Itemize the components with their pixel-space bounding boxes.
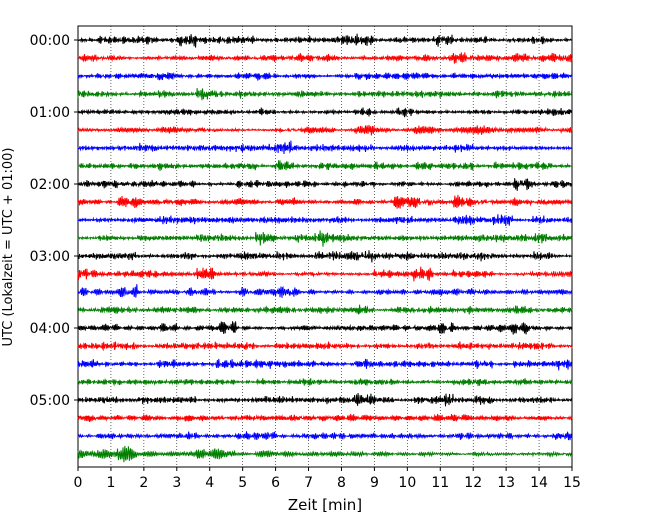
seismogram-trace bbox=[77, 52, 573, 64]
x-tick-label: 15 bbox=[563, 475, 581, 491]
seismogram-trace bbox=[77, 377, 573, 387]
y-tick-label: 02:00 bbox=[30, 177, 70, 193]
seismogram-traces bbox=[77, 33, 573, 463]
x-tick-label: 8 bbox=[337, 475, 346, 491]
seismogram-trace bbox=[77, 88, 573, 101]
seismogram-trace bbox=[77, 33, 573, 48]
x-tick-label: 12 bbox=[464, 475, 482, 491]
seismogram-trace bbox=[77, 413, 573, 423]
plot-frame bbox=[77, 25, 573, 468]
x-tick-label: 5 bbox=[238, 475, 247, 491]
x-tick-label: 7 bbox=[304, 475, 313, 491]
seismogram-trace bbox=[77, 392, 573, 407]
y-tick-label: 04:00 bbox=[30, 321, 70, 337]
y-tick-label: 03:00 bbox=[30, 249, 70, 265]
seismogram-trace bbox=[77, 140, 573, 155]
x-axis-ticks: 0 1 2 3 4 5 6 7 8 9 10 11 12 13 14 15 bbox=[74, 467, 581, 491]
seismogram-trace bbox=[77, 284, 573, 298]
seismogram-trace bbox=[77, 304, 573, 315]
y-tick-label: 01:00 bbox=[30, 105, 70, 121]
seismogram-trace bbox=[77, 178, 573, 191]
seismogram-trace bbox=[77, 107, 573, 118]
x-tick-label: 6 bbox=[271, 475, 280, 491]
y-axis-ticks: 00:00 01:00 02:00 03:00 04:00 05:00 bbox=[30, 33, 78, 409]
x-tick-label: 13 bbox=[497, 475, 515, 491]
seismogram-trace bbox=[77, 266, 573, 282]
x-tick-label: 9 bbox=[370, 475, 379, 491]
seismogram-trace bbox=[77, 214, 573, 227]
x-tick-label: 3 bbox=[172, 475, 181, 491]
x-tick-label: 1 bbox=[106, 475, 115, 491]
x-tick-label: 14 bbox=[530, 475, 548, 491]
seismogram-trace bbox=[77, 358, 573, 371]
y-tick-label: 05:00 bbox=[30, 393, 70, 409]
x-tick-label: 11 bbox=[431, 475, 449, 491]
x-tick-label: 0 bbox=[74, 475, 83, 491]
seismogram-trace bbox=[77, 445, 573, 463]
seismogram-trace bbox=[77, 124, 573, 136]
seismogram-trace bbox=[77, 160, 573, 172]
x-tick-label: 4 bbox=[205, 475, 214, 491]
y-tick-label: 00:00 bbox=[30, 33, 70, 49]
x-tick-label: 10 bbox=[398, 475, 416, 491]
seismogram-trace bbox=[77, 230, 573, 247]
seismogram-trace bbox=[77, 431, 573, 441]
seismogram-trace bbox=[77, 321, 573, 335]
seismogram-trace bbox=[77, 341, 573, 352]
x-axis-label: Zeit [min] bbox=[288, 496, 362, 514]
seismogram-trace bbox=[77, 194, 572, 209]
x-tick-label: 2 bbox=[139, 475, 148, 491]
y-axis-label: UTC (Lokalzeit = UTC + 01:00) bbox=[1, 148, 16, 347]
seismogram-trace bbox=[77, 71, 573, 81]
seismogram-trace bbox=[77, 250, 573, 263]
